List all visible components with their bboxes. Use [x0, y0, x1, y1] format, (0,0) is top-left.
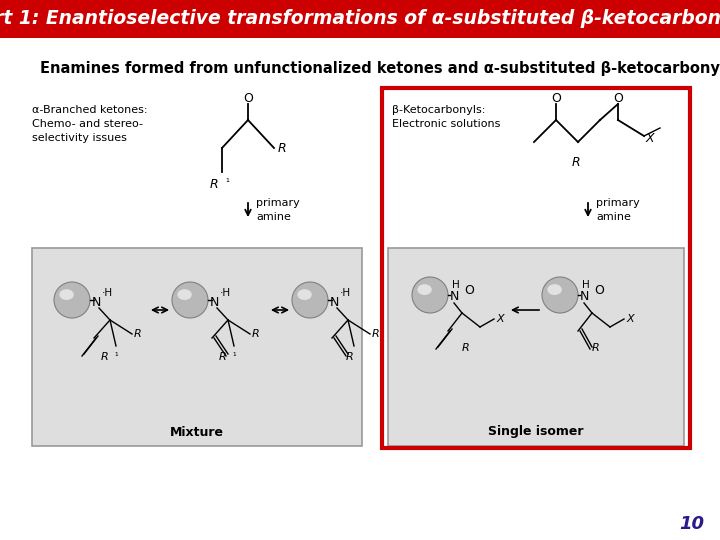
- Text: N: N: [330, 295, 339, 308]
- Text: β-Ketocarbonyls:
Electronic solutions: β-Ketocarbonyls: Electronic solutions: [392, 105, 500, 129]
- Text: ·H: ·H: [102, 288, 113, 298]
- Text: R: R: [134, 329, 142, 339]
- Text: R: R: [100, 352, 108, 362]
- Bar: [0, 0, 720, 38]
- Text: R: R: [252, 329, 260, 339]
- Text: H: H: [582, 280, 590, 290]
- Ellipse shape: [412, 277, 448, 313]
- Ellipse shape: [54, 282, 90, 318]
- Text: α-Branched ketones:
Chemo- and stereo-
selectivity issues: α-Branched ketones: Chemo- and stereo- s…: [32, 105, 148, 143]
- Ellipse shape: [542, 277, 578, 313]
- Text: X: X: [646, 132, 654, 145]
- Bar: [388, 248, 684, 446]
- Text: ¹: ¹: [380, 338, 384, 347]
- Text: O: O: [613, 91, 623, 105]
- Ellipse shape: [418, 284, 432, 295]
- Text: R: R: [346, 352, 354, 362]
- Text: R: R: [210, 178, 218, 191]
- Text: ¹: ¹: [232, 352, 235, 361]
- Ellipse shape: [172, 282, 208, 318]
- Text: Mixture: Mixture: [170, 426, 224, 438]
- Ellipse shape: [59, 289, 74, 300]
- Text: Enamines formed from unfunctionalized ketones and α-substituted β-ketocarbonyls: Enamines formed from unfunctionalized ke…: [40, 60, 720, 76]
- Ellipse shape: [292, 282, 328, 318]
- Text: N: N: [580, 291, 590, 303]
- Text: O: O: [551, 91, 561, 105]
- Text: R: R: [372, 329, 379, 339]
- Text: N: N: [210, 295, 220, 308]
- Text: R: R: [592, 343, 600, 353]
- Text: O: O: [594, 284, 604, 296]
- Text: R: R: [278, 141, 287, 154]
- Bar: [382, 88, 690, 448]
- Text: O: O: [464, 284, 474, 296]
- Text: R: R: [218, 352, 226, 362]
- Text: H: H: [452, 280, 460, 290]
- Text: ·H: ·H: [340, 288, 351, 298]
- Text: X: X: [626, 314, 634, 324]
- Text: Part 1: Enantioselective transformations of α-substituted β-ketocarbonyls: Part 1: Enantioselective transformations…: [0, 10, 720, 29]
- Text: Single isomer: Single isomer: [488, 426, 584, 438]
- Ellipse shape: [547, 284, 562, 295]
- Text: primary
amine: primary amine: [256, 198, 300, 221]
- Text: O: O: [243, 91, 253, 105]
- Ellipse shape: [297, 289, 312, 300]
- Text: N: N: [450, 291, 459, 303]
- Text: ¹: ¹: [114, 352, 117, 361]
- Text: R: R: [572, 156, 580, 169]
- Text: R: R: [462, 343, 470, 353]
- Ellipse shape: [177, 289, 192, 300]
- Text: ·H: ·H: [220, 288, 231, 298]
- Text: X: X: [496, 314, 503, 324]
- Text: N: N: [92, 295, 102, 308]
- Text: ¹: ¹: [225, 178, 229, 188]
- Text: 10: 10: [680, 515, 704, 533]
- Bar: [32, 248, 362, 446]
- Text: primary
amine: primary amine: [596, 198, 640, 221]
